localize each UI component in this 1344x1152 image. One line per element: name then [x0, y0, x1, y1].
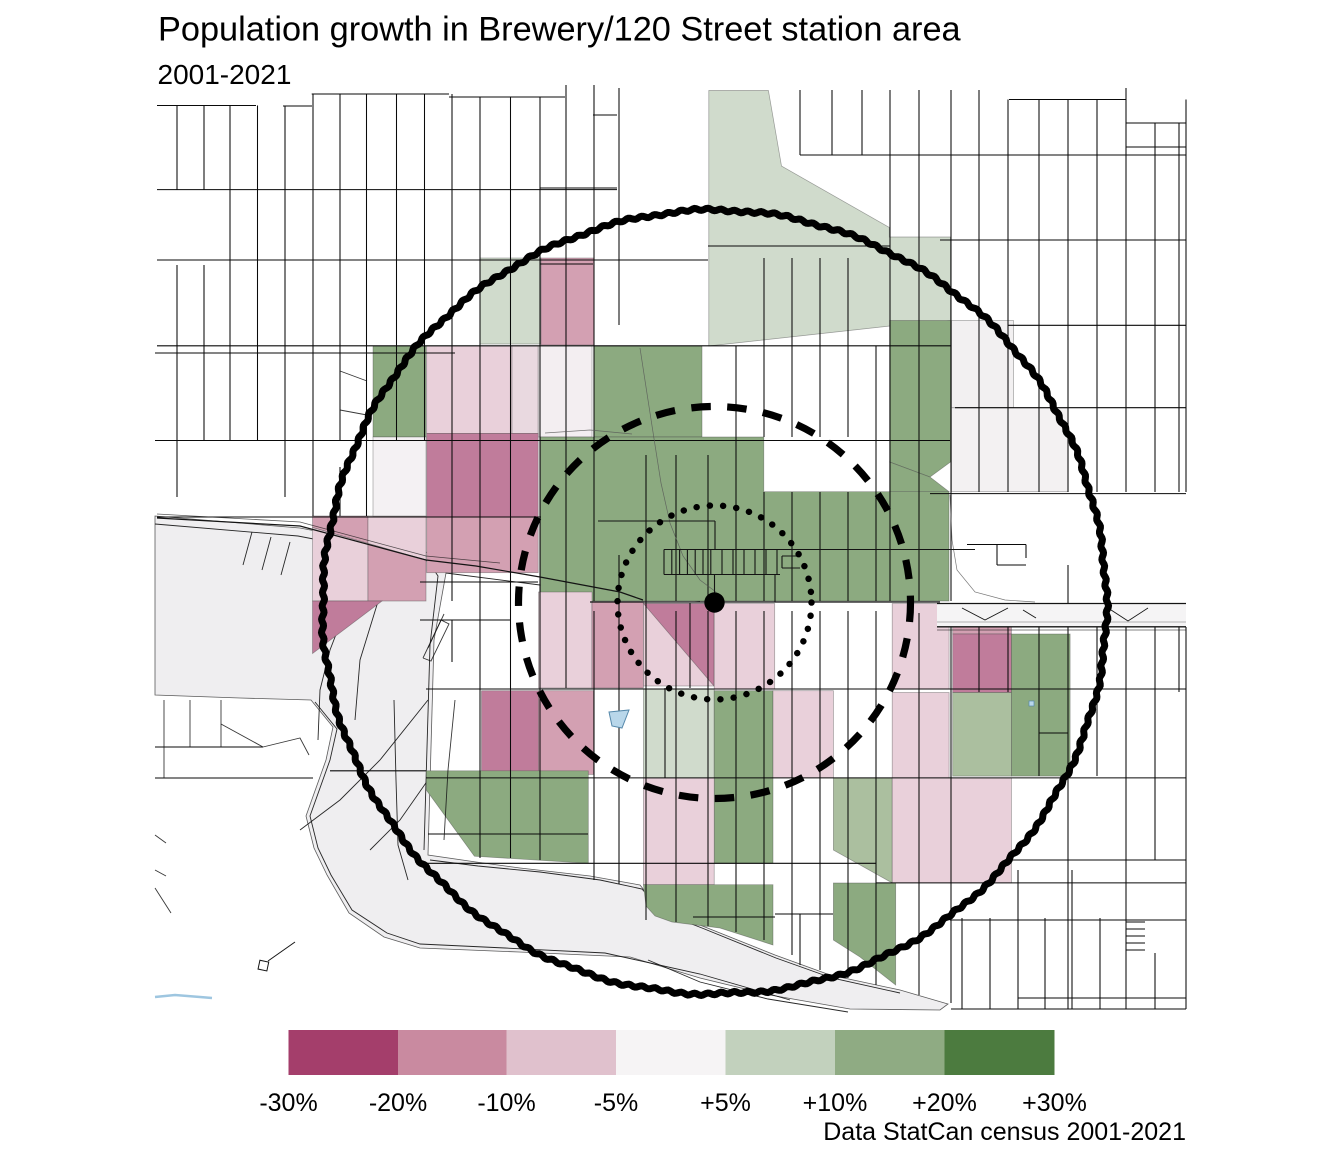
svg-text:-10%: -10% — [477, 1089, 535, 1117]
svg-text:Population growth in Brewery/1: Population growth in Brewery/120 Street … — [158, 11, 962, 49]
svg-text:-30%: -30% — [259, 1089, 317, 1117]
svg-text:+30%: +30% — [1022, 1089, 1087, 1117]
svg-text:-5%: -5% — [594, 1089, 638, 1117]
svg-text:+20%: +20% — [912, 1089, 977, 1117]
svg-text:Data StatCan census 2001-2021: Data StatCan census 2001-2021 — [823, 1118, 1186, 1146]
svg-text:-20%: -20% — [369, 1089, 427, 1117]
svg-text:+5%: +5% — [700, 1089, 751, 1117]
svg-text:2001-2021: 2001-2021 — [158, 59, 292, 90]
svg-text:+10%: +10% — [803, 1089, 868, 1117]
